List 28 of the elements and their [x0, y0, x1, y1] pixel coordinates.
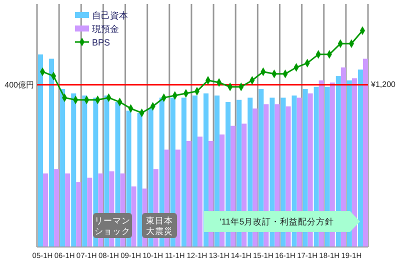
bar: [352, 78, 357, 247]
bar: [71, 93, 76, 247]
bar: [197, 136, 202, 247]
bar: [65, 173, 70, 247]
annotation: '11年5月改訂・利益配分方針: [220, 216, 334, 226]
bar: [54, 169, 60, 247]
ref-line-label: 400億円: [4, 80, 34, 90]
bar: [181, 98, 186, 247]
bar: [192, 96, 198, 247]
legend-label: BPS: [92, 38, 110, 48]
legend-label: 現預金: [92, 24, 119, 34]
bar: [49, 58, 54, 247]
bar: [137, 112, 142, 247]
bar: [60, 89, 66, 247]
bar: [358, 70, 363, 247]
annotation: リーマンショック: [94, 215, 130, 236]
bar: [82, 96, 88, 247]
text: ¥1,200: [370, 80, 396, 89]
annotation: 東日本大震災: [146, 215, 173, 236]
bar: [186, 140, 192, 247]
bar: [76, 182, 82, 247]
bar: [362, 58, 368, 247]
bar: [175, 150, 180, 247]
bar: [38, 54, 44, 247]
legend-label: 自己資本: [92, 10, 128, 20]
bar: [131, 186, 136, 247]
bar: [43, 173, 48, 247]
bar: [87, 178, 92, 247]
